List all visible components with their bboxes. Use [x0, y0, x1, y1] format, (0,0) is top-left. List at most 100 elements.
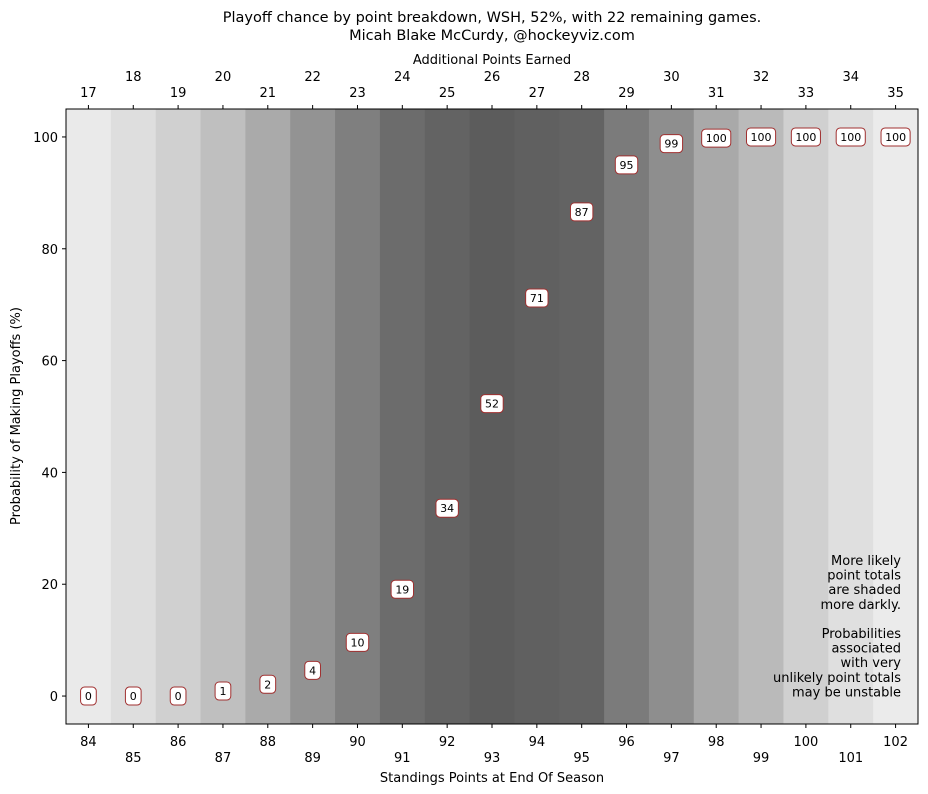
chart-subtitle: Micah Blake McCurdy, @hockeyviz.com	[349, 28, 635, 44]
data-label-box	[214, 681, 232, 701]
annotation-line: unlikely point totals	[773, 671, 901, 686]
y-axis-label: Probability of Making Playoffs (%)	[9, 307, 24, 525]
x-tick-label: 92	[439, 735, 456, 750]
shade-band-101	[828, 109, 874, 724]
data-label-box	[169, 686, 187, 706]
data-label: 34	[440, 502, 454, 515]
y-tick-label: 40	[41, 466, 58, 481]
data-label: 0	[175, 690, 182, 703]
x-tick-label: 100	[793, 735, 818, 750]
x-tick-label: 93	[484, 751, 501, 766]
data-label: 19	[395, 583, 409, 596]
top-tick-label: 30	[663, 70, 680, 85]
chart-title: Playoff chance by point breakdown, WSH, …	[223, 10, 762, 26]
top-tick-label: 22	[304, 70, 321, 85]
data-label-box	[880, 127, 911, 147]
top-axis-label: Additional Points Earned	[413, 53, 571, 68]
data-label-box	[124, 686, 142, 706]
top-tick-label: 24	[394, 70, 411, 85]
x-tick-label: 101	[838, 751, 863, 766]
annotation-line: more darkly.	[821, 598, 901, 613]
data-label: 52	[485, 398, 499, 411]
x-tick-label: 87	[215, 751, 232, 766]
x-tick-label: 91	[394, 751, 411, 766]
shade-band-102	[873, 109, 919, 724]
top-tick-label: 27	[529, 86, 546, 101]
data-label-box	[701, 128, 732, 148]
data-label: 10	[350, 636, 364, 649]
data-label: 87	[575, 206, 589, 219]
y-tick-label: 60	[41, 355, 58, 370]
top-tick-label: 17	[80, 86, 97, 101]
shade-band-88	[245, 109, 291, 724]
annotation-line: More likely	[831, 554, 901, 569]
data-label-box	[746, 127, 777, 147]
data-label: 100	[795, 131, 816, 144]
top-tick-label: 32	[753, 70, 770, 85]
data-label: 100	[751, 131, 772, 144]
top-tick-label: 21	[260, 86, 277, 101]
data-label: 0	[85, 690, 92, 703]
top-tick-label: 29	[618, 86, 635, 101]
data-label-box	[390, 579, 415, 599]
top-tick-label: 25	[439, 86, 456, 101]
top-tick-label: 33	[798, 86, 815, 101]
shade-band-96	[604, 109, 650, 724]
data-label: 4	[309, 664, 316, 677]
annotation-line: are shaded	[828, 583, 901, 598]
data-label-box	[435, 498, 459, 518]
y-tick-label: 20	[41, 578, 58, 593]
data-label: 95	[620, 159, 634, 172]
data-label-box	[480, 394, 504, 414]
data-label-box	[259, 674, 277, 694]
x-tick-label: 89	[304, 751, 321, 766]
shade-band-91	[379, 109, 426, 724]
top-tick-label: 20	[215, 70, 232, 85]
shade-band-92	[424, 109, 471, 724]
annotation-line: may be unstable	[792, 685, 901, 700]
shade-band-93	[469, 109, 515, 724]
top-tick-label: 23	[349, 86, 366, 101]
y-tick-label: 100	[33, 131, 58, 146]
x-tick-label: 86	[170, 735, 187, 750]
data-label-box	[614, 155, 639, 175]
data-label-box	[304, 660, 321, 680]
shade-band-98	[693, 109, 740, 724]
x-tick-label: 97	[663, 751, 680, 766]
data-label-box	[569, 202, 594, 222]
data-label-box	[80, 686, 97, 706]
data-label: 100	[840, 131, 861, 144]
x-axis-label: Standings Points at End Of Season	[380, 771, 604, 786]
shade-band-94	[514, 109, 560, 724]
x-tick-label: 95	[573, 751, 590, 766]
top-tick-label: 26	[484, 70, 501, 85]
data-label-box	[790, 127, 821, 147]
data-label: 2	[264, 678, 271, 691]
x-tick-label: 102	[883, 735, 908, 750]
data-label-box	[525, 288, 549, 308]
x-tick-label: 85	[125, 751, 142, 766]
top-tick-label: 18	[125, 70, 142, 85]
shade-band-99	[738, 109, 784, 724]
shade-band-87	[200, 109, 246, 724]
x-tick-label: 84	[80, 735, 97, 750]
shade-band-86	[155, 109, 202, 724]
y-tick-label: 80	[41, 243, 58, 258]
top-tick-label: 34	[842, 70, 859, 85]
x-tick-label: 96	[618, 735, 635, 750]
shade-band-89	[290, 109, 336, 724]
x-tick-label: 98	[708, 735, 725, 750]
shade-band-97	[648, 109, 695, 724]
plot-frame	[65, 108, 919, 725]
top-tick-label: 31	[708, 86, 725, 101]
top-tick-label: 28	[573, 70, 590, 85]
data-label: 100	[706, 132, 727, 145]
data-label-box	[835, 127, 866, 147]
x-tick-label: 88	[260, 735, 277, 750]
shade-band-85	[110, 109, 157, 724]
data-label-box	[345, 632, 370, 652]
annotation-line: point totals	[827, 569, 901, 584]
shade-band-95	[559, 109, 605, 724]
shade-band-90	[335, 109, 381, 724]
